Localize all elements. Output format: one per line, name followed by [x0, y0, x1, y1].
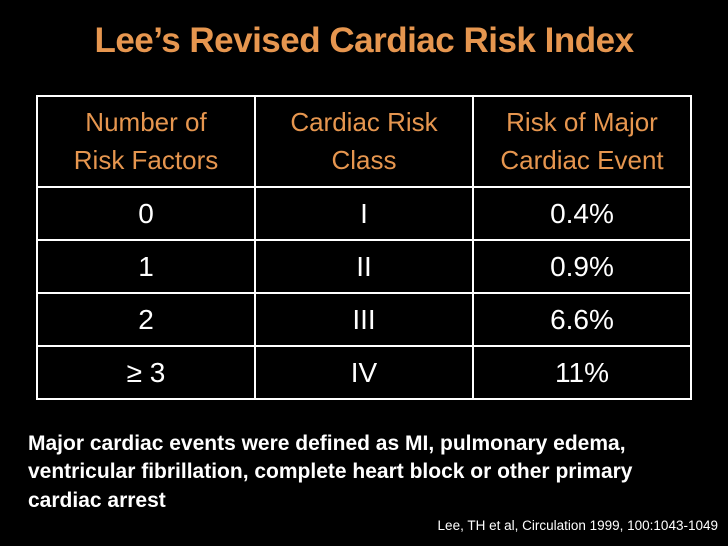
table-cell: II — [254, 239, 474, 294]
table-header-row: Number of Risk Factors Cardiac Risk Clas… — [36, 95, 692, 188]
table-header-cell-risk-factors: Number of Risk Factors — [36, 95, 256, 188]
citation-text: Lee, TH et al, Circulation 1999, 100:104… — [437, 518, 718, 533]
table-cell: 0 — [36, 186, 256, 241]
table-cell: 0.4% — [472, 186, 692, 241]
table-cell: 6.6% — [472, 292, 692, 347]
footnote-text: Major cardiac events were defined as MI,… — [28, 432, 633, 512]
table-cell: ≥ 3 — [36, 345, 256, 400]
table-row: 1 II 0.9% — [36, 239, 692, 294]
table-row: ≥ 3 IV 11% — [36, 345, 692, 400]
table-header-cell-cardiac-risk-class: Cardiac Risk Class — [254, 95, 474, 188]
table-row: 0 I 0.4% — [36, 186, 692, 241]
table-cell: 2 — [36, 292, 256, 347]
table-row: 2 III 6.6% — [36, 292, 692, 347]
table-cell: III — [254, 292, 474, 347]
slide-title: Lee’s Revised Cardiac Risk Index — [94, 21, 634, 60]
table-cell: 11% — [472, 345, 692, 400]
table-cell: 1 — [36, 239, 256, 294]
table-cell: 0.9% — [472, 239, 692, 294]
table-header-cell-risk-of-major-event: Risk of Major Cardiac Event — [472, 95, 692, 188]
risk-index-table: Number of Risk Factors Cardiac Risk Clas… — [36, 95, 692, 400]
table-cell: IV — [254, 345, 474, 400]
table-cell: I — [254, 186, 474, 241]
